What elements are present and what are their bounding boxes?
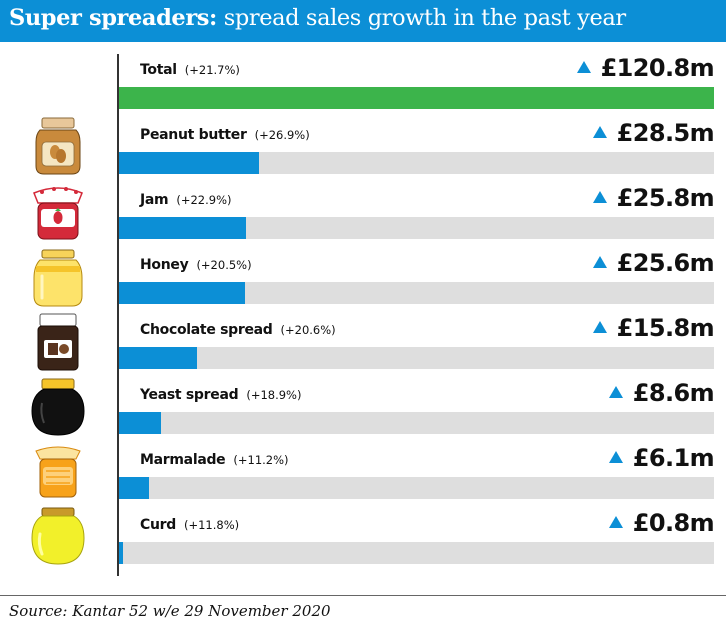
value-text: £15.8m	[616, 314, 715, 342]
category-label: Curd (+11.8%)	[140, 517, 239, 533]
bar-track	[119, 477, 714, 499]
value-text: £120.8m	[600, 54, 715, 82]
category-label: Yeast spread (+18.9%)	[140, 387, 301, 403]
category-name: Curd	[140, 517, 176, 533]
chart-title: Super spreaders: spread sales growth in …	[9, 5, 626, 31]
value-label: £120.8m	[576, 54, 715, 82]
category-name: Chocolate spread	[140, 322, 273, 338]
bar	[119, 542, 123, 564]
up-arrow-icon	[608, 516, 623, 528]
growth-percent: (+18.9%)	[246, 388, 302, 402]
value-label: £15.8m	[592, 314, 715, 342]
value-label: £28.5m	[592, 119, 715, 147]
value-label: £25.6m	[592, 249, 715, 277]
up-arrow-icon	[592, 256, 607, 268]
jam-jar-icon	[33, 187, 83, 240]
honey-jar-icon	[33, 249, 83, 307]
category-name: Marmalade	[140, 452, 226, 468]
category-name: Peanut butter	[140, 127, 247, 143]
category-label: Total (+21.7%)	[140, 62, 240, 78]
axis-line	[117, 54, 119, 576]
value-label: £8.6m	[608, 379, 715, 407]
up-arrow-icon	[608, 386, 623, 398]
bar-track	[119, 217, 714, 239]
value-label: £25.8m	[592, 184, 715, 212]
category-label: Jam (+22.9%)	[140, 192, 232, 208]
up-arrow-icon	[592, 126, 607, 138]
bar	[119, 412, 161, 434]
peanut-butter-jar-icon	[35, 117, 81, 175]
value-text: £25.8m	[616, 184, 715, 212]
value-text: £8.6m	[632, 379, 715, 407]
value-text: £6.1m	[632, 444, 715, 472]
category-label: Honey (+20.5%)	[140, 257, 252, 273]
value-text: £0.8m	[632, 509, 715, 537]
category-label: Marmalade (+11.2%)	[140, 452, 289, 468]
category-name: Honey	[140, 257, 189, 273]
growth-percent: (+11.2%)	[233, 453, 289, 467]
curd-jar-icon	[31, 507, 85, 565]
value-label: £0.8m	[608, 509, 715, 537]
bar	[119, 347, 197, 369]
chart-title-rest: spread sales growth in the past year	[223, 5, 626, 31]
footer-divider	[0, 595, 726, 596]
up-arrow-icon	[592, 191, 607, 203]
bar-track	[119, 152, 714, 174]
bar-track	[119, 412, 714, 434]
value-text: £28.5m	[616, 119, 715, 147]
growth-percent: (+11.8%)	[183, 518, 240, 532]
category-name: Yeast spread	[140, 387, 239, 403]
growth-percent: (+26.9%)	[254, 128, 310, 142]
bar-track	[119, 87, 714, 109]
value-text: £25.6m	[616, 249, 715, 277]
up-arrow-icon	[608, 451, 623, 463]
yeast-spread-jar-icon	[31, 378, 85, 436]
bar-track	[119, 347, 714, 369]
bar	[119, 282, 245, 304]
chart-title-bold: Super spreaders:	[9, 5, 217, 31]
up-arrow-icon	[576, 61, 591, 73]
value-label: £6.1m	[608, 444, 715, 472]
bar	[119, 477, 149, 499]
category-name: Jam	[140, 192, 169, 208]
growth-percent: (+20.5%)	[196, 258, 252, 272]
category-label: Chocolate spread (+20.6%)	[140, 322, 336, 338]
growth-percent: (+21.7%)	[184, 63, 240, 77]
category-name: Total	[140, 62, 177, 78]
bar	[119, 152, 259, 174]
growth-percent: (+20.6%)	[280, 323, 336, 337]
source-note: Source: Kantar 52 w/e 29 November 2020	[9, 602, 331, 620]
bar-track	[119, 282, 714, 304]
title-bar: Super spreaders: spread sales growth in …	[0, 0, 726, 42]
category-label: Peanut butter (+26.9%)	[140, 127, 310, 143]
growth-percent: (+22.9%)	[176, 193, 232, 207]
up-arrow-icon	[592, 321, 607, 333]
total-bar	[119, 87, 714, 109]
bar	[119, 217, 246, 239]
bar-track	[119, 542, 714, 564]
marmalade-jar-icon	[35, 446, 81, 498]
chocolate-spread-jar-icon	[37, 313, 79, 371]
